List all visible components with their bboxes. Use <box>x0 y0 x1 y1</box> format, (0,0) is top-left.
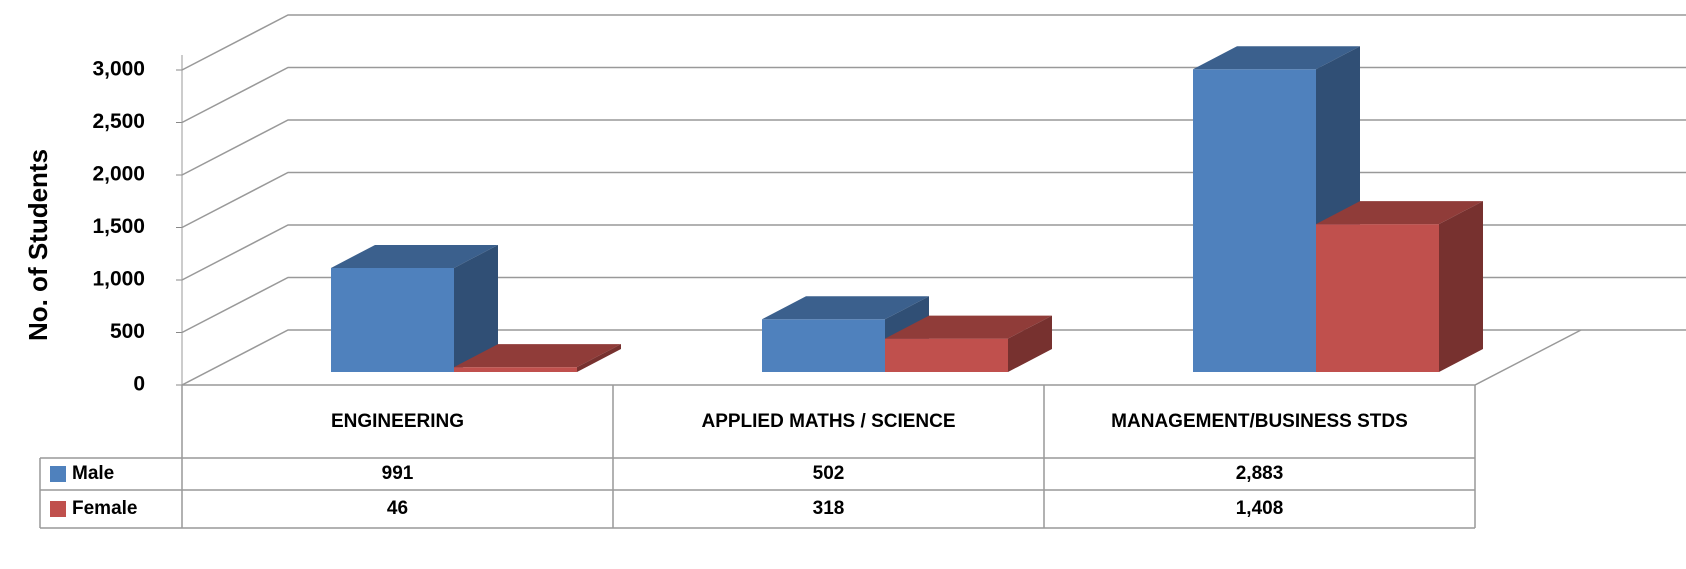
bar-top <box>762 296 929 320</box>
y-tick-label: 2,500 <box>92 110 145 133</box>
bar-top <box>1193 46 1360 70</box>
category-label: MANAGEMENT/BUSINESS STDS <box>1111 410 1408 432</box>
data-label: 1,408 <box>1235 498 1284 519</box>
bar-side <box>577 344 621 372</box>
y-tick-label: 2,000 <box>92 163 145 186</box>
bar-top <box>885 315 1052 339</box>
category-label: ENGINEERING <box>330 410 465 432</box>
bar-side <box>454 244 498 372</box>
bar <box>1316 224 1439 372</box>
data-label: 991 <box>381 463 414 484</box>
data-label: 46 <box>386 498 409 519</box>
legend-swatch <box>50 501 66 517</box>
bar-top <box>331 244 498 268</box>
bar <box>331 267 454 372</box>
bar <box>454 367 577 372</box>
legend-label: Female <box>72 498 138 519</box>
y-axis-title: No. of Students <box>23 149 53 341</box>
bar <box>762 319 885 372</box>
bar-side <box>1439 201 1483 372</box>
y-tick-label: 3,000 <box>92 58 145 81</box>
data-label: 318 <box>812 498 845 519</box>
y-tick-label: 1,500 <box>92 215 145 238</box>
grid-line <box>181 14 1686 71</box>
bar <box>885 338 1008 372</box>
legend-swatch <box>50 466 66 482</box>
bar-top <box>1316 201 1483 225</box>
data-label: 502 <box>812 463 845 484</box>
y-tick-label: 0 <box>133 373 145 396</box>
bar <box>1193 69 1316 372</box>
y-tick-label: 500 <box>110 320 145 343</box>
bar-side <box>1008 315 1052 372</box>
y-tick-label: 1,000 <box>92 268 145 291</box>
category-label: APPLIED MATHS / SCIENCE <box>701 410 956 432</box>
bar-top <box>454 344 621 368</box>
data-label: 2,883 <box>1235 463 1284 484</box>
legend-label: Male <box>72 463 115 484</box>
